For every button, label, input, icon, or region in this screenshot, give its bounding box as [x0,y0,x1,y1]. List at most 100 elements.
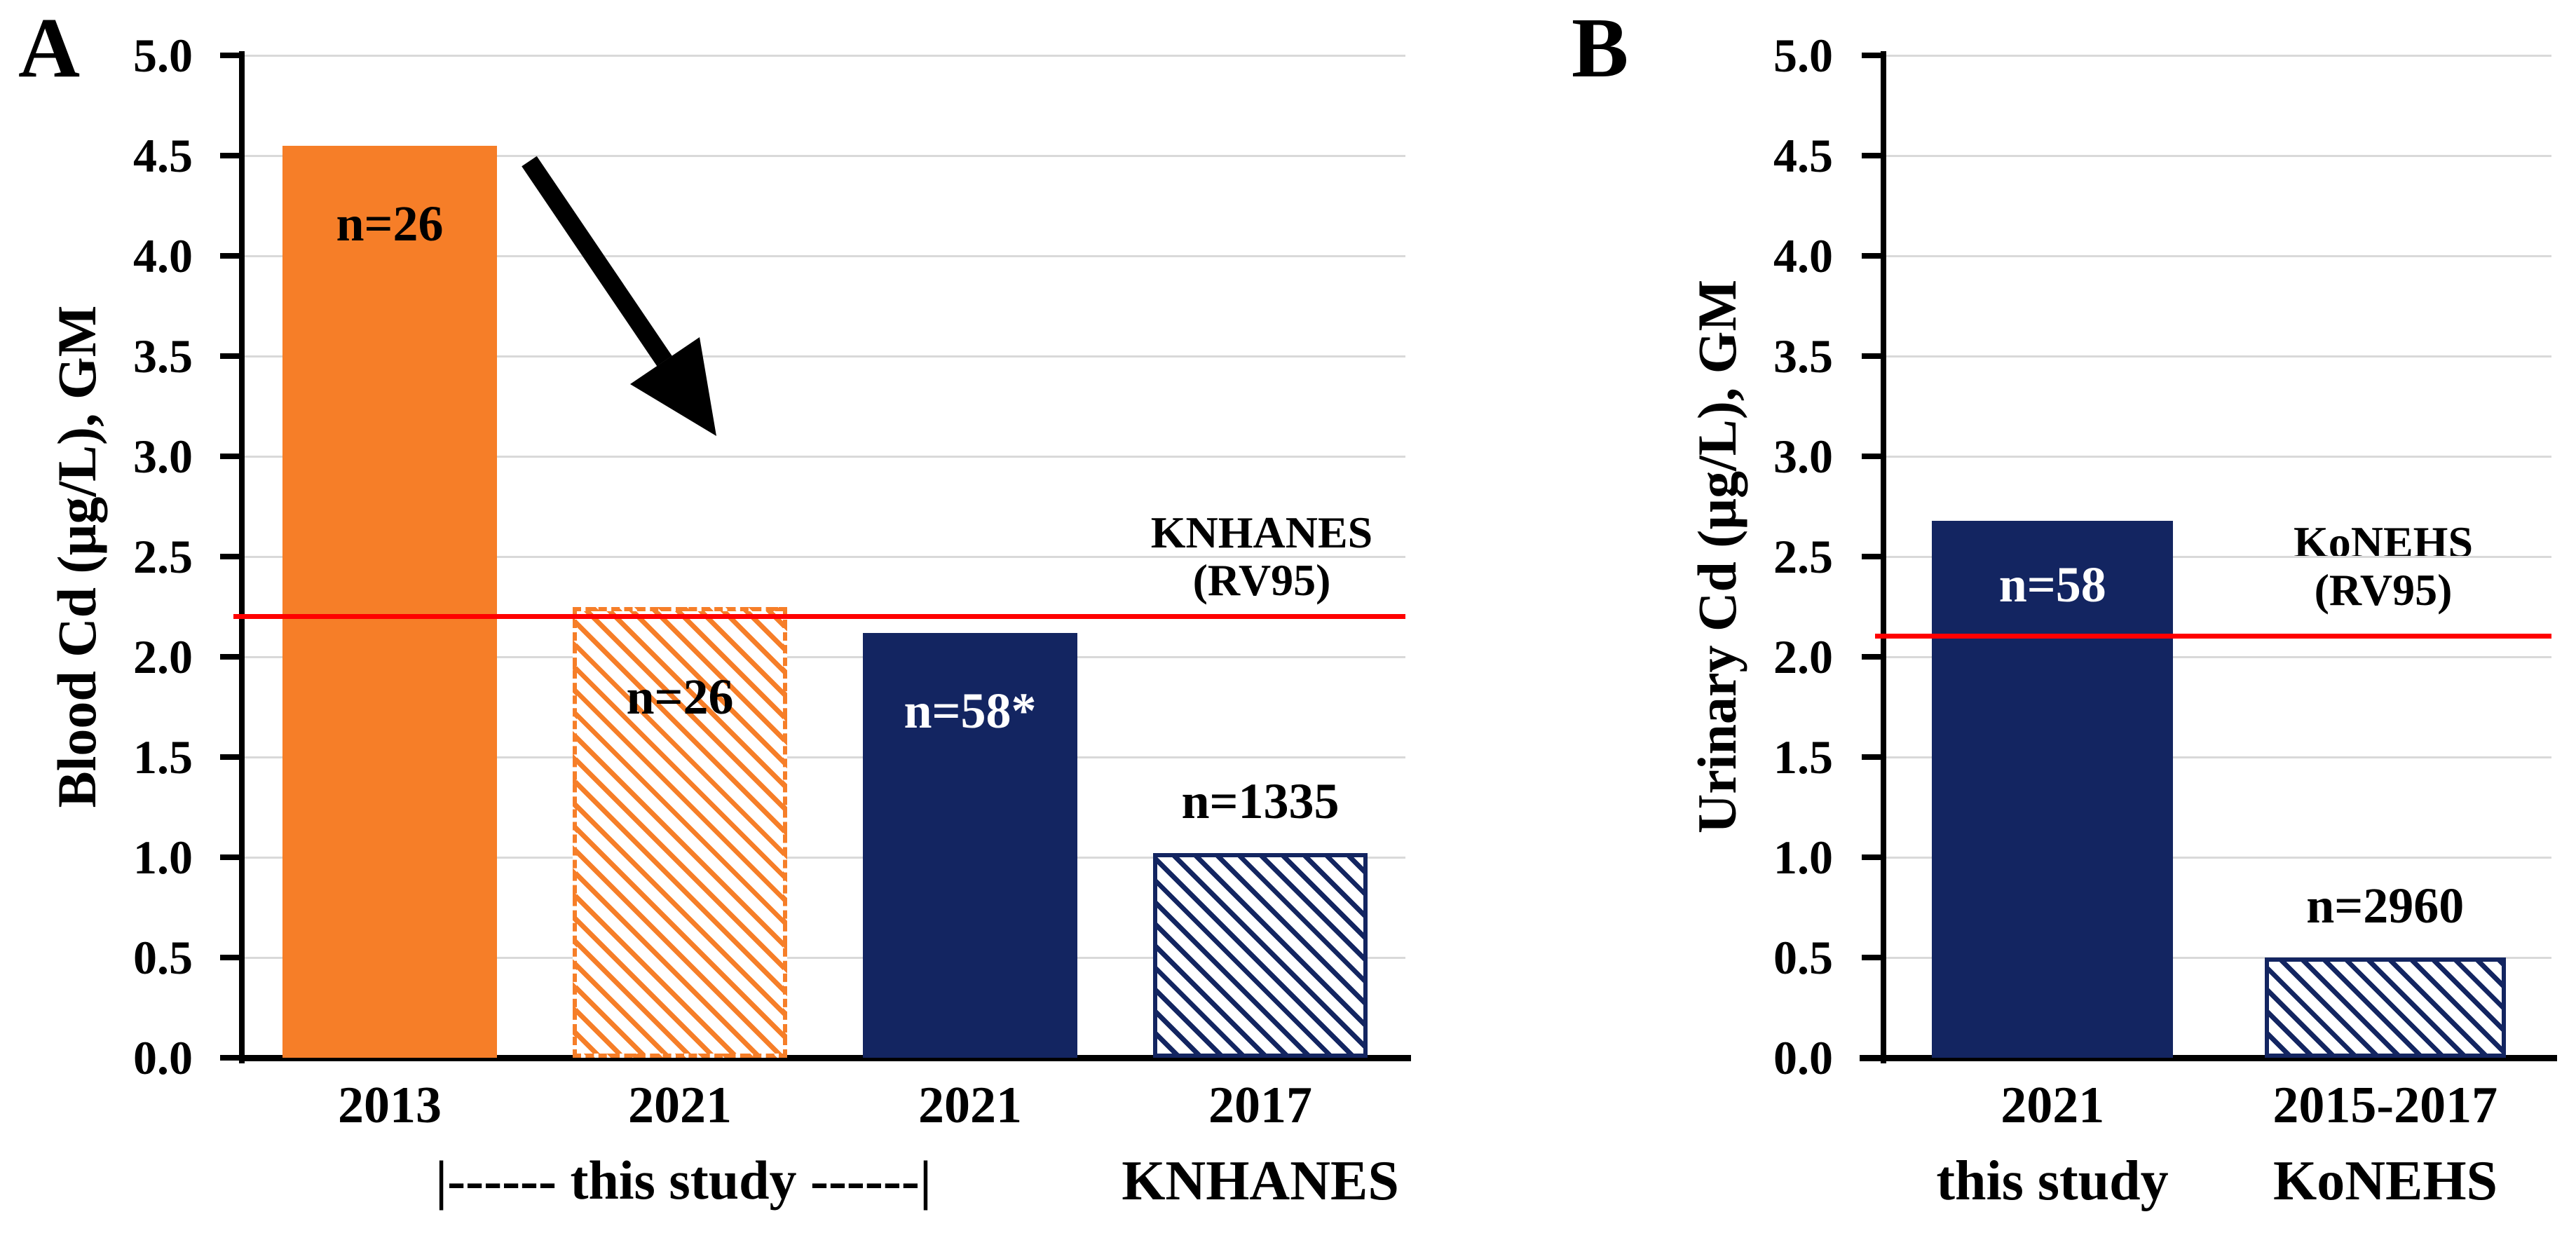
y-tick-mark [1862,955,1881,960]
y-tick-label: 1.0 [1773,831,1833,884]
gridline [1886,155,2551,157]
gridline [245,155,1405,157]
bar-2021-solid-navy [863,632,1077,1058]
y-axis-line [1881,51,1886,1063]
reference-label-line1: KoNEHS [2293,517,2474,567]
y-tick-label: 1.5 [133,730,193,784]
x-tick-label: 2021 [918,1077,1022,1134]
konehs-source-annotation: KoNEHS [2272,1150,2498,1212]
gridline [245,957,1405,959]
y-tick-label: 3.5 [1773,329,1833,383]
reference-line [1875,634,2551,639]
gridline [1886,255,2551,257]
gridline [1886,857,2551,859]
y-tick-mark [220,454,239,459]
y-tick-label: 2.0 [133,630,193,683]
reference-line [233,613,1405,619]
y-tick-mark [1862,153,1881,158]
y-tick-label: 2.5 [1773,530,1833,583]
y-tick-mark [220,353,239,359]
bar-2015-2017-hatch-navy [2264,958,2506,1058]
y-tick-label: 3.0 [133,430,193,483]
y-tick-mark [220,554,239,559]
x-axis-line [239,1055,1411,1061]
y-tick-label: 2.5 [133,530,193,583]
gridline [1886,756,2551,758]
y-tick-mark [220,854,239,860]
y-tick-label: 5.0 [1773,29,1833,82]
this-study-annotation: this study [1936,1150,2169,1212]
gridline [245,656,1405,658]
gridline [1886,355,2551,357]
bar-2021-solid-navy [1932,520,2174,1058]
y-tick-label: 0.0 [133,1031,193,1084]
bar-count-label: n=2960 [2306,877,2465,934]
y-tick-label: 2.0 [1773,630,1833,683]
y-tick-mark [1862,253,1881,259]
y-tick-mark [1862,854,1881,860]
y-tick-mark [220,754,239,760]
gridline [245,55,1405,57]
reference-label-line2: (RV95) [2314,565,2453,615]
y-tick-mark [1862,53,1881,58]
y-tick-mark [1862,554,1881,559]
bar-count-label: n=58* [904,683,1037,740]
y-axis-line [239,51,245,1063]
y-tick-mark [220,153,239,158]
gridline [245,556,1405,558]
y-tick-label: 4.0 [133,229,193,282]
gridline [245,857,1405,859]
bar-count-label: n=26 [626,669,734,726]
y-tick-mark [1862,754,1881,760]
x-axis-line [1860,1055,2557,1061]
x-tick-label: 2015-2017 [2272,1077,2498,1134]
bar-2021-hatch-orange [573,606,787,1058]
y-tick-label: 1.0 [133,831,193,884]
y-tick-mark [220,654,239,660]
bar-count-label: n=26 [336,196,444,252]
y-tick-mark [1862,353,1881,359]
x-tick-label: 2021 [628,1077,732,1134]
y-tick-label: 4.5 [133,129,193,182]
y-tick-mark [220,1055,239,1061]
y-tick-label: 0.0 [1773,1031,1833,1084]
gridline [1886,556,2551,558]
y-tick-label: 0.5 [1773,931,1833,984]
gridline [245,255,1405,257]
gridline [1886,957,2551,959]
y-tick-mark [1862,454,1881,459]
y-tick-label: 4.5 [1773,129,1833,182]
y-tick-mark [220,955,239,960]
gridline [245,355,1405,357]
y-tick-label: 5.0 [133,29,193,82]
bar-count-label: n=58 [1998,557,2106,613]
gridline [245,756,1405,758]
gridline [245,456,1405,458]
y-tick-label: 1.5 [1773,730,1833,784]
y-tick-label: 3.5 [133,329,193,383]
y-tick-label: 3.0 [1773,430,1833,483]
x-tick-label: 2013 [338,1077,442,1134]
this-study-bracket-annotation: |------ this study ------| [435,1150,932,1211]
panel-b-letter: B [1572,1,1630,95]
bar-2013-solid-orange [282,145,497,1058]
y-tick-label: 4.0 [1773,229,1833,282]
bar-count-label: n=1335 [1181,772,1340,829]
x-tick-label: 2021 [2001,1077,2105,1134]
gridline [1886,456,2551,458]
y-tick-mark [220,253,239,259]
y-tick-mark [1862,654,1881,660]
x-tick-label: 2017 [1208,1077,1312,1134]
y-tick-mark [220,53,239,58]
panel-b-reference-label: KoNEHS (RV95) [2294,519,2473,614]
reference-label-line1: KNHANES [1150,507,1373,557]
panel-a-reference-label: KNHANES (RV95) [1151,509,1373,604]
reference-label-line2: (RV95) [1192,555,1331,605]
y-tick-label: 0.5 [133,931,193,984]
gridline [1886,656,2551,658]
knhanes-source-annotation: KNHANES [1122,1150,1399,1212]
gridline [1886,55,2551,57]
bar-2017-hatch-navy [1153,853,1368,1058]
panel-a-letter: A [18,1,82,95]
